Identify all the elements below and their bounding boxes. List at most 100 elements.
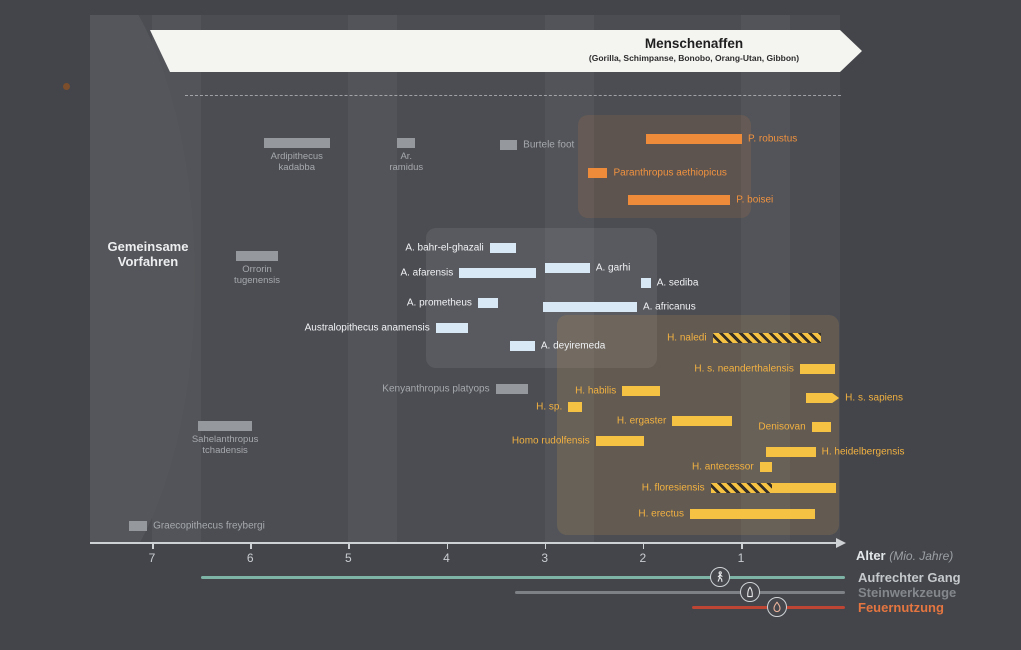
species-row: H. ergaster — [617, 416, 733, 427]
species-row: A. sediba — [640, 278, 698, 289]
species-row: H. habilis — [575, 386, 660, 397]
x-axis-tick-label: 6 — [246, 551, 254, 565]
species-label: Australopithecus anamensis — [304, 322, 430, 334]
great-apes-banner-text: Menschenaffen (Gorilla, Schimpanse, Bono… — [544, 35, 844, 64]
species-row: A. garhi — [544, 263, 630, 274]
milestone-line — [515, 590, 846, 594]
species-row: Paranthropus aethiopicus — [587, 168, 727, 179]
species-row: Burtele foot — [499, 140, 574, 151]
species-bar — [811, 422, 832, 432]
species-row: A. deyiremeda — [510, 341, 605, 352]
species-label: A. deyiremeda — [540, 340, 606, 352]
species-row: H. naledi — [667, 333, 821, 344]
species-label: H. habilis — [575, 385, 617, 397]
species-label: A. bahr-el-ghazali — [405, 242, 484, 254]
common-ancestors-label: Gemeinsame Vorfahren — [107, 239, 189, 269]
species-row: A. prometheus — [407, 298, 498, 309]
x-axis-tick-label: 4 — [443, 551, 450, 565]
x-axis-tick-label: 1 — [737, 551, 745, 565]
decorative-dot — [63, 83, 70, 90]
species-row: H. antecessor — [692, 462, 773, 473]
x-axis-tick-label: 5 — [344, 551, 352, 565]
species-row: A. bahr-el-ghazali — [405, 243, 517, 254]
species-bar — [568, 402, 582, 412]
species-label: Kenyanthropus platyops — [382, 383, 490, 395]
background-stripe — [348, 15, 398, 543]
x-axis-tick — [544, 543, 547, 549]
species-bar — [587, 168, 608, 178]
species-bar — [499, 140, 518, 150]
species-bar — [459, 268, 536, 278]
x-axis-caption-main: Alter — [856, 548, 890, 563]
species-bar — [129, 521, 148, 531]
species-label: Ardipithecus kadabba — [270, 151, 323, 173]
milestone-label: Feuernutzung — [858, 600, 944, 615]
species-bar — [397, 138, 416, 148]
background-stripe — [544, 15, 594, 543]
species-row: Ardipithecus kadabba — [263, 138, 330, 173]
species-label: H. naledi — [667, 332, 707, 344]
x-axis-caption: Alter (Mio. Jahre) — [856, 548, 953, 563]
species-label: A. africanus — [642, 301, 696, 313]
species-bar — [198, 421, 253, 431]
species-label: A. prometheus — [406, 297, 472, 309]
x-axis-tick — [152, 543, 154, 549]
species-bar — [542, 302, 637, 312]
species-bar — [640, 278, 651, 288]
species-bar — [772, 483, 837, 493]
species-bar — [622, 386, 660, 396]
species-row: H. sp. — [536, 402, 582, 413]
species-label: H. erectus — [638, 508, 684, 520]
species-bar — [435, 323, 469, 333]
species-bar — [489, 243, 517, 253]
species-bar — [236, 251, 278, 261]
x-axis-tick — [446, 543, 448, 549]
species-row: A. africanus — [542, 302, 696, 313]
species-bar — [672, 416, 733, 426]
species-label: Sahelanthropus tchadensis — [191, 434, 259, 456]
species-label: Denisovan — [758, 421, 806, 433]
x-axis-tick — [250, 543, 252, 549]
species-bar — [712, 333, 821, 343]
great-apes-banner: Menschenaffen (Gorilla, Schimpanse, Bono… — [150, 30, 862, 72]
banner-subtitle: (Gorilla, Schimpanse, Bonobo, Orang-Utan… — [588, 53, 800, 63]
species-label: Orrorin tugenensis — [234, 264, 281, 286]
species-label: H. s. neanderthalensis — [694, 363, 794, 375]
species-bar — [710, 483, 773, 493]
species-label: H. sp. — [536, 401, 563, 413]
species-label: Ar. ramidus — [389, 151, 424, 173]
divergence-dashed-line — [185, 95, 841, 96]
species-row: Denisovan — [758, 422, 832, 433]
x-axis-tick — [348, 543, 350, 549]
species-row: P. boisei — [628, 195, 773, 206]
x-axis-tick-label: 7 — [148, 551, 156, 565]
x-axis-tick — [642, 543, 645, 549]
milestone-label: Steinwerkzeuge — [858, 585, 957, 600]
banner-title: Menschenaffen — [644, 36, 744, 51]
species-label: A. afarensis — [400, 267, 454, 279]
species-label: Graecopithecus freybergi — [153, 520, 265, 532]
x-axis-tick — [741, 543, 743, 549]
x-axis-line — [90, 542, 838, 544]
species-row: H. s. sapiens — [806, 393, 903, 404]
chart-plot-area — [90, 15, 840, 543]
species-row: Sahelanthropus tchadensis — [192, 421, 258, 456]
species-bar — [263, 138, 330, 148]
species-label: A. garhi — [595, 262, 631, 274]
species-bar — [495, 384, 528, 394]
species-row: Orrorin tugenensis — [234, 251, 280, 286]
species-bar — [759, 462, 773, 472]
species-row: Ar. ramidus — [389, 138, 423, 173]
species-bar — [544, 263, 590, 273]
species-label: H. antecessor — [691, 461, 754, 473]
x-axis-tick-label: 3 — [541, 551, 549, 565]
species-bar — [806, 393, 839, 403]
species-bar — [628, 195, 731, 205]
species-row: H. s. neanderthalensis — [694, 364, 836, 375]
species-bar — [477, 298, 498, 308]
species-label: Burtele foot — [523, 139, 575, 151]
